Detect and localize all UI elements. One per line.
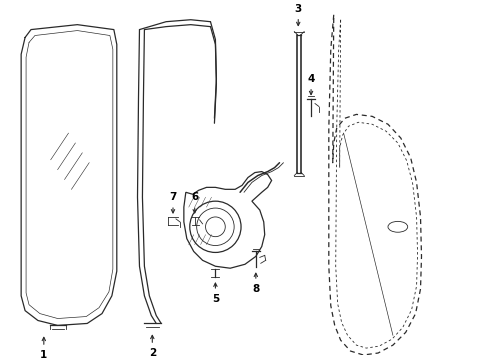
Text: 3: 3 [294,4,301,14]
Text: 2: 2 [148,348,156,358]
Text: 7: 7 [169,192,176,202]
Text: 6: 6 [191,192,198,202]
Text: 5: 5 [211,294,219,304]
Text: 8: 8 [252,284,259,294]
Text: 1: 1 [40,350,47,360]
Text: 4: 4 [307,74,314,84]
